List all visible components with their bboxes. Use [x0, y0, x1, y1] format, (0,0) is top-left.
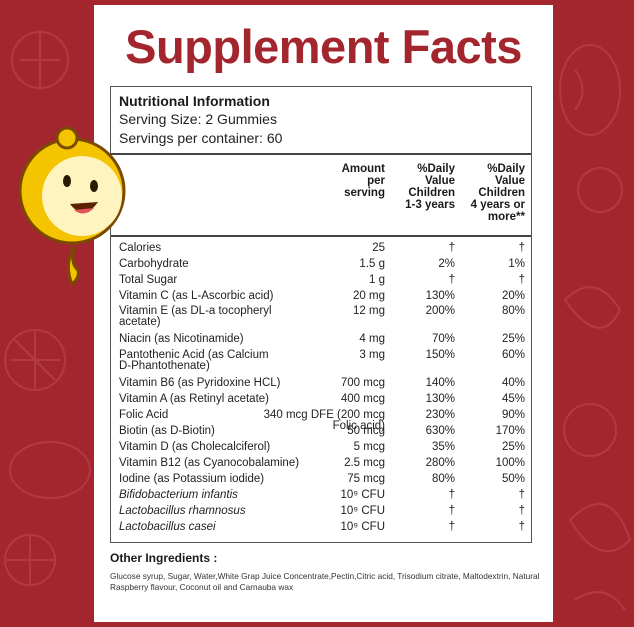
- servings-per-container: Servings per container: 60: [119, 130, 283, 146]
- divider: [111, 235, 531, 237]
- supplement-facts-card: Supplement Facts Nutritional Information…: [94, 5, 553, 622]
- info-heading: Nutritional Information: [119, 93, 270, 109]
- header-dv-children-4-plus: %Daily Value Children 4 years or more**: [470, 163, 525, 223]
- serving-size: Serving Size: 2 Gummies: [119, 111, 277, 127]
- header-dv-children-1-3: %Daily Value Children 1-3 years: [405, 163, 455, 211]
- lemon-mascot-icon: [18, 126, 126, 287]
- divider: [111, 153, 531, 155]
- other-ingredients-text: Glucose syrup, Sugar, Water,White Grap J…: [110, 571, 540, 592]
- other-ingredients-heading: Other Ingredients :: [110, 551, 218, 565]
- page-title: Supplement Facts: [125, 20, 522, 73]
- nutrition-panel: Nutritional Information Serving Size: 2 …: [110, 86, 532, 543]
- header-amount: Amount per serving: [341, 163, 385, 199]
